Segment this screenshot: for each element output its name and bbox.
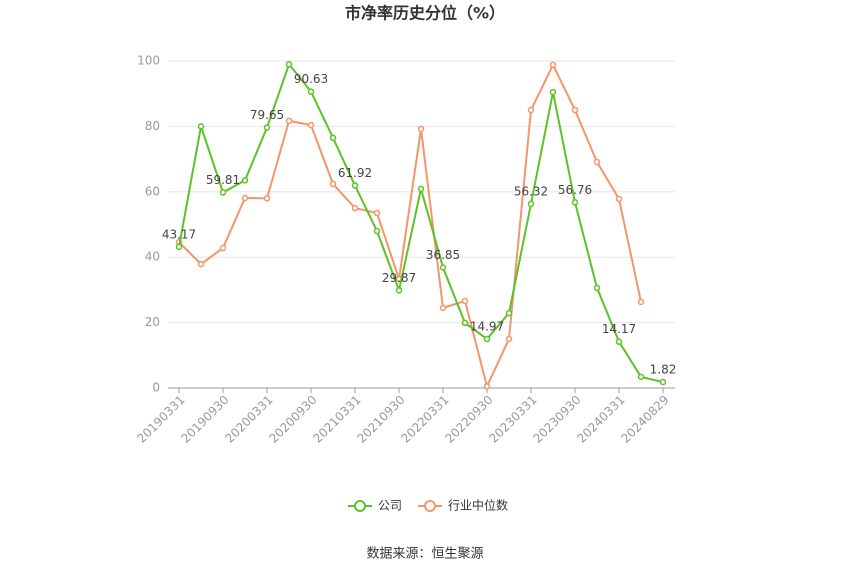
point: [219, 244, 227, 252]
point: [307, 121, 315, 129]
point: [263, 124, 271, 131]
point: [571, 106, 579, 114]
legend-item: 行业中位数: [418, 498, 508, 513]
data-label: 14.17: [602, 322, 636, 336]
point: [483, 383, 491, 390]
point: [197, 123, 205, 130]
y-tick-label: 60: [145, 184, 160, 198]
point: [593, 158, 601, 166]
data-label: 43.17: [162, 227, 196, 241]
data-label: 1.82: [650, 363, 677, 377]
y-tick-label: 40: [145, 250, 160, 264]
series-line: [178, 62, 642, 390]
point: [417, 185, 425, 193]
y-tick-label: 20: [145, 315, 160, 329]
point: [285, 61, 293, 68]
point: [175, 243, 183, 251]
y-tick-label: 0: [152, 381, 160, 395]
point: [549, 61, 557, 69]
point: [637, 373, 645, 381]
point: [439, 264, 447, 271]
point: [505, 309, 513, 317]
point: [615, 195, 623, 203]
point: [373, 209, 381, 217]
point: [615, 338, 623, 345]
chart-title: 市净率历史分位（%）: [345, 4, 505, 23]
point: [527, 106, 535, 114]
legend-marker: [424, 500, 437, 512]
point: [461, 319, 469, 327]
point: [241, 194, 249, 202]
data-label: 56.32: [514, 184, 548, 198]
legend-label: 公司: [378, 499, 402, 513]
point: [637, 298, 645, 306]
point: [659, 378, 667, 386]
point: [285, 117, 293, 125]
data-label: 29.87: [382, 271, 416, 285]
point: [527, 200, 535, 208]
point: [439, 304, 447, 312]
point: [329, 180, 337, 188]
data-label: 36.85: [426, 248, 460, 262]
data-label: 59.81: [206, 173, 240, 187]
legend-marker: [354, 500, 366, 512]
point: [593, 284, 601, 292]
point: [395, 287, 403, 294]
point: [329, 134, 337, 142]
point: [241, 177, 249, 184]
data-label: 90.63: [294, 72, 328, 86]
point: [483, 335, 491, 343]
point: [417, 125, 425, 133]
data-label: 79.65: [250, 108, 284, 122]
point: [571, 199, 579, 206]
legend-label: 行业中位数: [448, 498, 508, 513]
x-tick-label: 20240829: [619, 393, 672, 446]
data-label: 56.76: [558, 183, 592, 197]
point: [197, 260, 205, 268]
data-label: 14.97: [470, 320, 504, 334]
point: [219, 189, 227, 196]
legend-item: 公司: [348, 499, 402, 513]
point: [549, 88, 557, 96]
point: [373, 227, 381, 235]
y-tick-label: 100: [137, 54, 160, 68]
point: [263, 195, 271, 202]
point: [351, 182, 359, 189]
source: 数据来源：恒生聚源: [366, 547, 483, 562]
point: [307, 88, 315, 95]
point: [461, 297, 469, 305]
y-tick-label: 80: [145, 119, 160, 133]
data-label: 61.92: [338, 166, 372, 180]
point: [351, 204, 359, 212]
point: [505, 335, 513, 343]
